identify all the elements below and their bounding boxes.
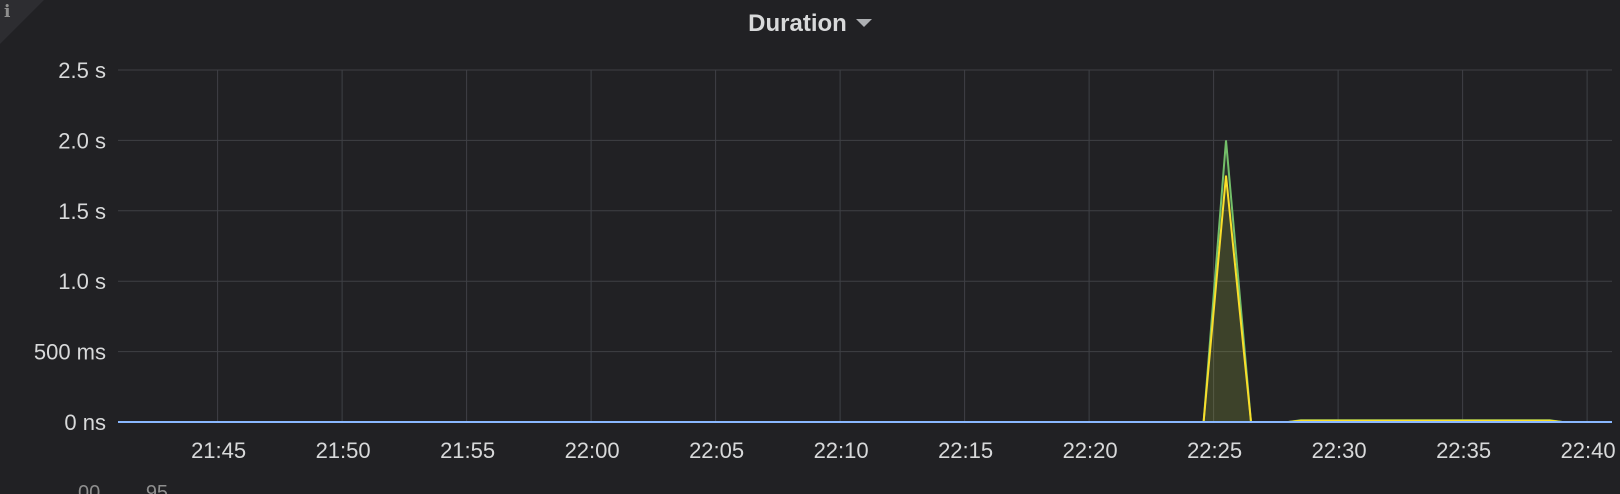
panel-title: Duration: [748, 10, 847, 37]
legend-peek-item: 00: [78, 482, 101, 494]
x-axis: 21:45 21:50 21:55 22:00 22:05 22:10 22:15 22:20…: [191, 438, 1616, 463]
panel-corner[interactable]: [0, 0, 44, 44]
x-tick-label: 22:30: [1312, 438, 1367, 463]
x-tick-label: 22:20: [1063, 438, 1118, 463]
legend-peek-item: 95: [145, 482, 169, 494]
series-area-0: [118, 140, 1612, 422]
x-tick-label: 22:25: [1187, 438, 1242, 463]
info-icon[interactable]: i: [4, 2, 11, 22]
x-tick-label: 22:00: [565, 438, 620, 463]
x-tick-label: 22:40: [1561, 438, 1616, 463]
x-tick-label: 21:45: [191, 438, 246, 463]
chevron-down-icon: [855, 19, 872, 27]
x-tick-label: 22:15: [938, 438, 993, 463]
x-tick-label: 21:55: [440, 438, 495, 463]
grid-lines: [118, 69, 1612, 423]
y-tick-label: 500 ms: [34, 340, 106, 365]
y-tick-label: 2.0 s: [58, 128, 106, 153]
y-axis: 0 ns 500 ms 1.0 s 1.5 s 2.0 s 2.5 s: [34, 58, 106, 435]
y-tick-label: 1.5 s: [58, 199, 106, 224]
series-layer: [118, 140, 1612, 423]
y-tick-label: 1.0 s: [58, 269, 106, 294]
x-tick-label: 22:35: [1436, 438, 1491, 463]
legend-peek: 00 95: [78, 482, 208, 494]
y-tick-label: 2.5 s: [58, 58, 106, 83]
y-tick-label: 0 ns: [64, 410, 106, 435]
x-tick-label: 22:05: [689, 438, 744, 463]
x-tick-label: 21:50: [316, 438, 371, 463]
panel-title-menu[interactable]: Duration: [0, 10, 1620, 38]
series-area-1: [118, 175, 1612, 422]
x-tick-label: 22:10: [814, 438, 869, 463]
